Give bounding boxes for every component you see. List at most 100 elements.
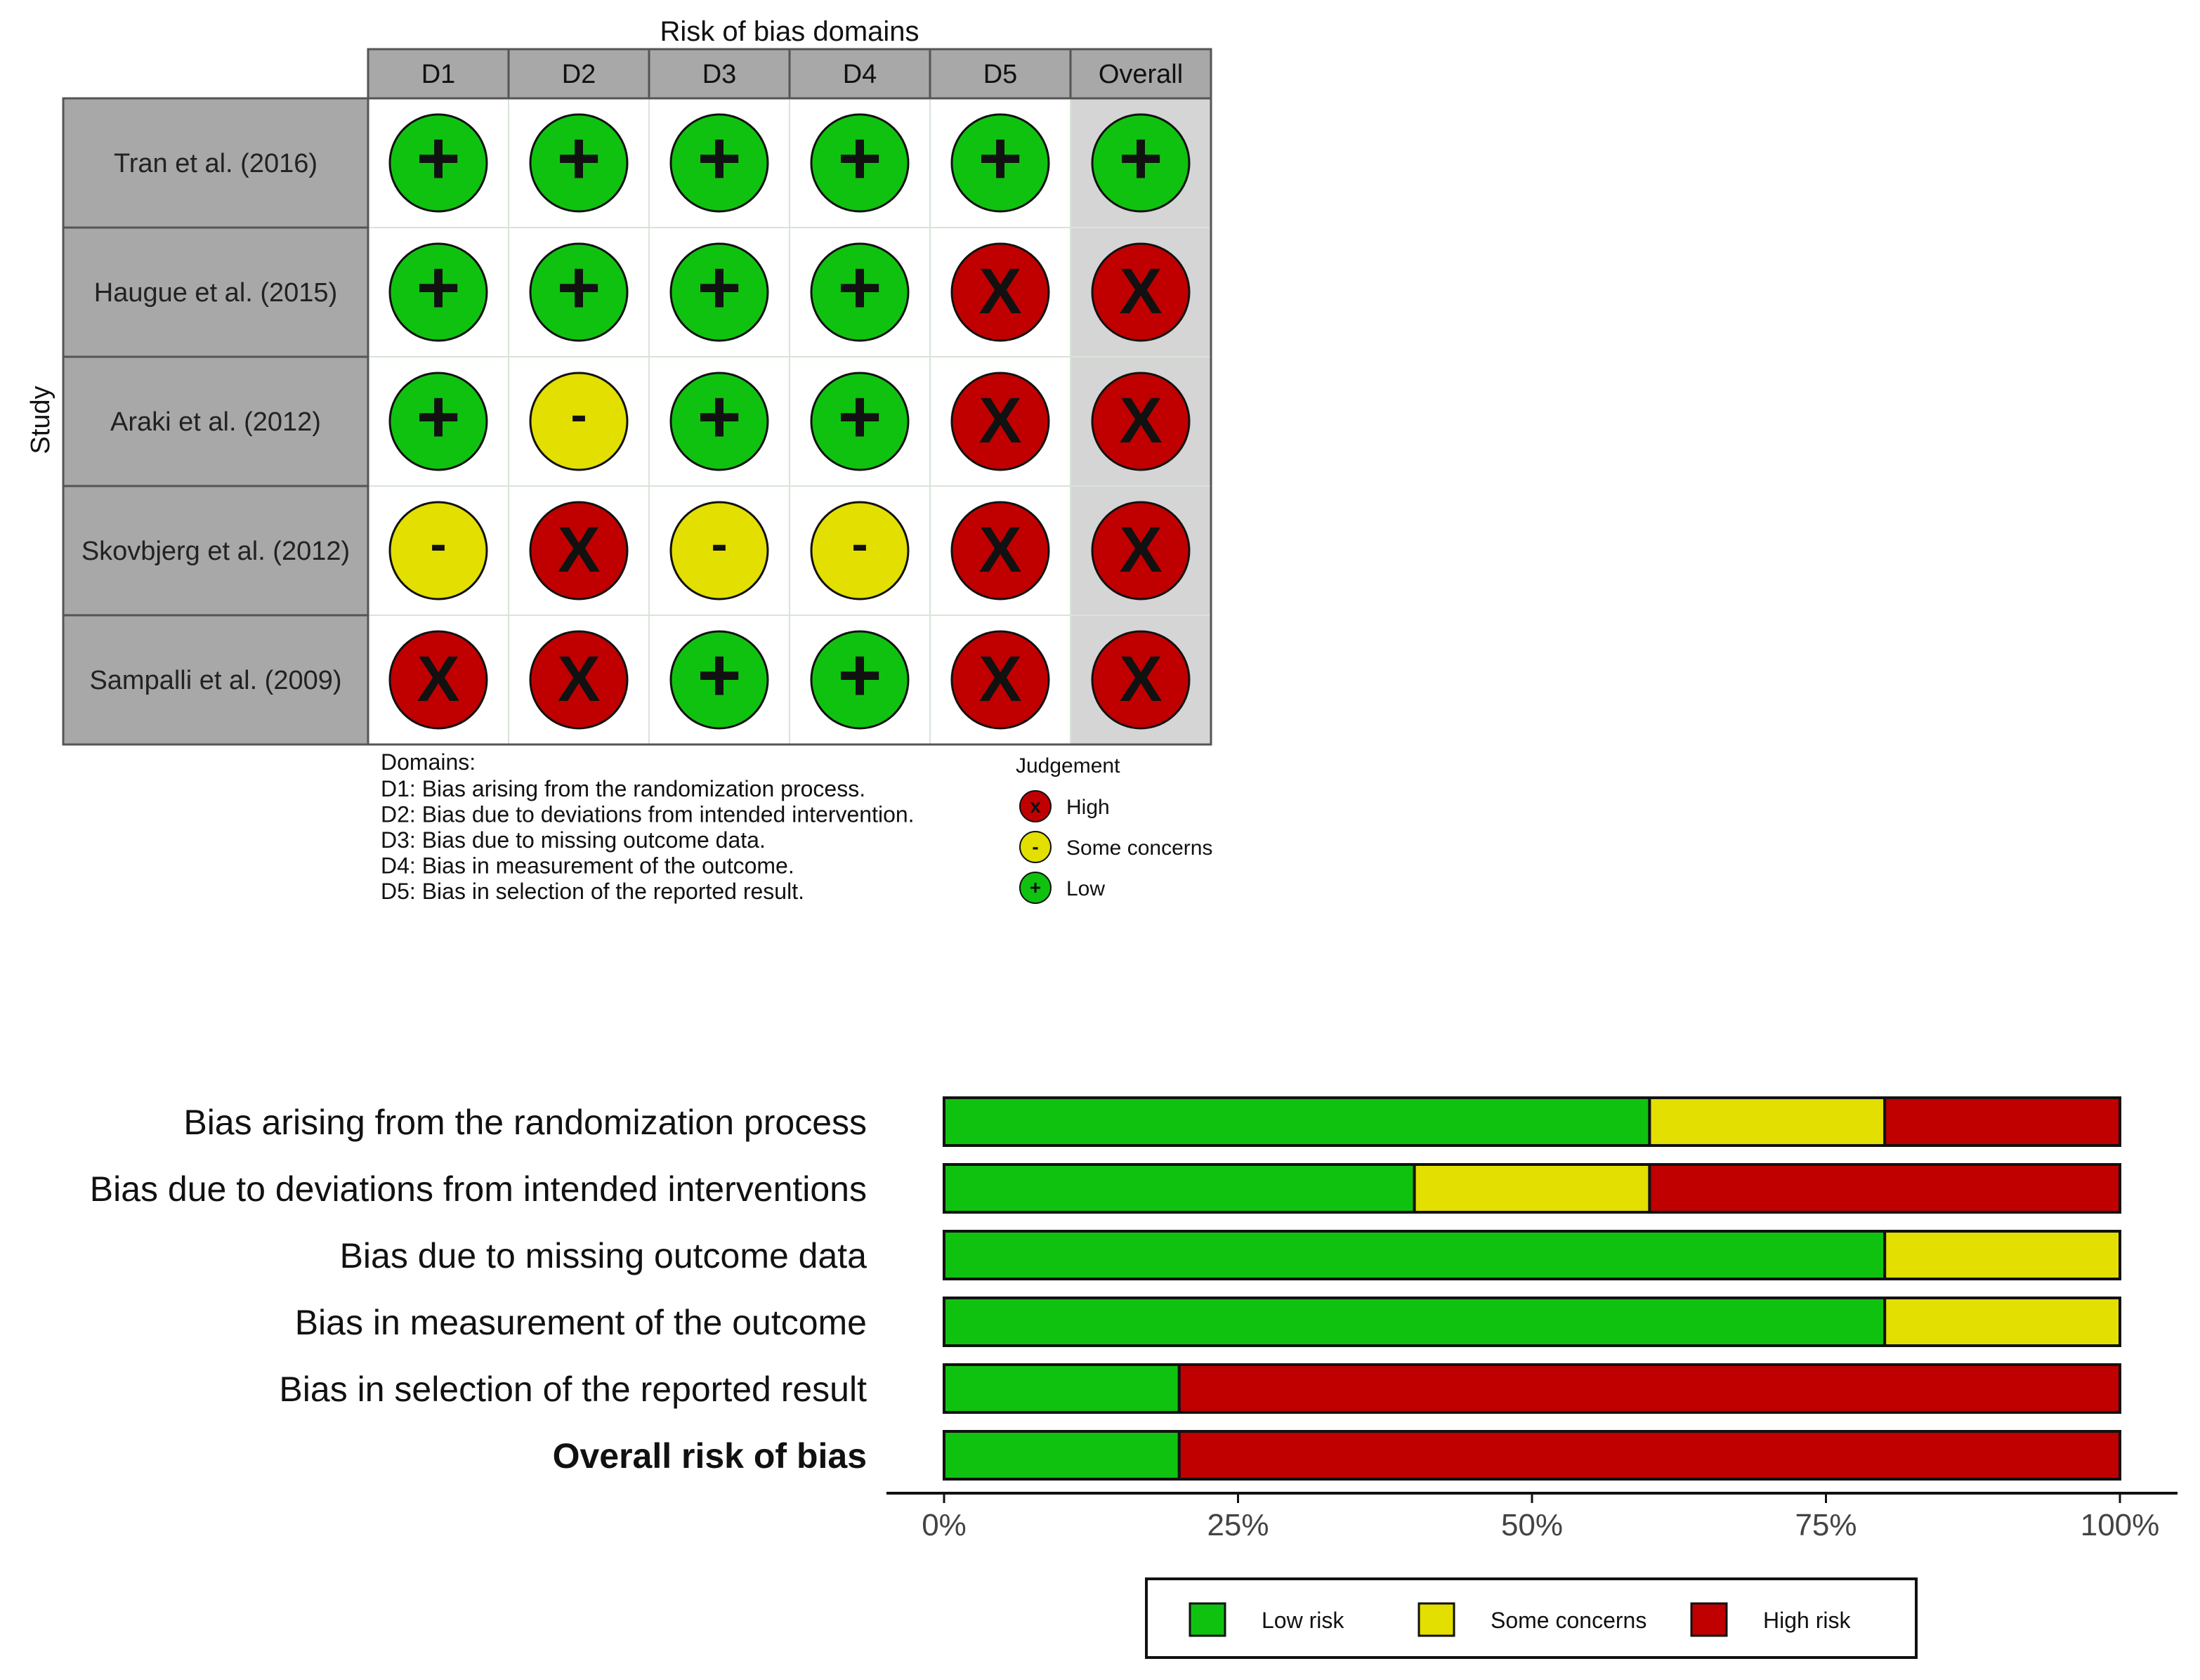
judgement-legend-title: Judgement <box>1016 754 1120 777</box>
legend-swatch-circle <box>1019 872 1052 904</box>
study-label-cell <box>62 355 369 487</box>
judgement-symbol: X <box>1119 514 1162 586</box>
bar-segment <box>1177 1363 2121 1414</box>
x-tick-label: 75% <box>1795 1508 1857 1542</box>
legend-swatch-symbol: - <box>1032 836 1038 858</box>
domain-header-cell <box>648 48 791 100</box>
judgement-circle <box>950 501 1050 601</box>
domain-header-cell <box>507 48 650 100</box>
judgement-symbol: X <box>557 514 600 586</box>
judgement-circle <box>810 501 910 601</box>
bar-legend-label: High risk <box>1763 1608 1851 1633</box>
domain-header-label: D1 <box>421 60 456 89</box>
judgement-circle <box>950 372 1050 471</box>
bar-legend-box <box>1145 1577 1918 1659</box>
bar-legend-label: Low risk <box>1262 1608 1344 1633</box>
judgement-circle <box>950 630 1050 730</box>
traffic-light-title: Risk of bias domains <box>660 16 919 47</box>
judgement-symbol: + <box>837 115 882 200</box>
bar-segment <box>1648 1163 2121 1214</box>
judgement-symbol: + <box>837 374 882 459</box>
bar-category-labels: Bias arising from the randomization proc… <box>90 1103 867 1476</box>
bar-category-label: Bias due to deviations from intended int… <box>90 1169 867 1209</box>
x-tick-label: 100% <box>2081 1508 2160 1542</box>
study-label-cell <box>62 226 369 358</box>
judgement-circle <box>529 372 629 471</box>
judgement-symbol: + <box>978 115 1022 200</box>
judgement-circle <box>529 113 629 213</box>
bar-segment <box>943 1297 1887 1347</box>
judgement-circle <box>529 501 629 601</box>
bar-category-label: Bias due to missing outcome data <box>340 1236 867 1275</box>
judgement-symbol: + <box>556 244 601 329</box>
judgement-circle <box>1091 372 1191 471</box>
domain-description: D2: Bias due to deviations from intended… <box>381 802 915 827</box>
judgement-symbol: - <box>570 387 587 442</box>
study-label: Tran et al. (2016) <box>114 149 317 178</box>
judgement-circle <box>388 630 488 730</box>
judgement-circle <box>669 630 769 730</box>
judgement-symbol: X <box>978 256 1021 327</box>
judgement-circle <box>529 242 629 342</box>
bar-segment <box>1413 1163 1651 1214</box>
judgement-symbol: + <box>416 115 460 200</box>
legend-swatch-symbol: + <box>1030 877 1041 898</box>
traffic-light-plot: Risk of bias domains Study D1 D2 D3 D4 D5 Ove… <box>26 16 1212 904</box>
judgement-circle <box>950 113 1050 213</box>
legend-item-label: Some concerns <box>1066 836 1212 860</box>
x-tick-label: 50% <box>1501 1508 1563 1542</box>
legend-item-label: Low <box>1066 877 1105 900</box>
judgement-circle <box>669 113 769 213</box>
domain-header-label: Overall <box>1099 60 1183 89</box>
judgement-circle <box>810 242 910 342</box>
domain-header-label: D2 <box>562 60 596 89</box>
judgement-circle <box>1091 242 1191 342</box>
judgement-symbol: + <box>1118 115 1163 200</box>
domain-header-cell <box>1069 48 1212 100</box>
bar-legend-swatch <box>1690 1602 1728 1637</box>
legend-swatch-circle <box>1019 790 1052 822</box>
judgement-symbol: X <box>557 643 600 715</box>
domain-header-row: D1 D2 D3 D4 D5 Overall <box>367 48 1212 100</box>
domains-heading: Domains: <box>381 749 476 775</box>
judgement-symbol: + <box>837 244 882 329</box>
legend-item-label: High <box>1066 796 1110 819</box>
domain-description: D4: Bias in measurement of the outcome. <box>381 853 794 879</box>
judgement-grid: Tran et al. (2016) + + + + + + Haugue et al. (2… <box>62 97 1212 746</box>
x-tick-label: 0% <box>922 1508 967 1542</box>
domain-header-label: D4 <box>843 60 877 89</box>
domain-description: D5: Bias in selection of the reported re… <box>381 879 804 904</box>
judgement-symbol: + <box>416 374 460 459</box>
legend-swatch-symbol: x <box>1030 795 1041 817</box>
judgement-circle <box>1091 113 1191 213</box>
judgement-circle <box>529 630 629 730</box>
judgement-symbol: + <box>697 632 741 717</box>
judgement-symbol: + <box>416 244 460 329</box>
bar-legend-swatch <box>1189 1602 1226 1637</box>
judgement-circle <box>669 501 769 601</box>
bar-category-label: Bias in selection of the reported result <box>279 1370 867 1409</box>
domain-description: D3: Bias due to missing outcome data. <box>381 827 766 853</box>
bar-segment <box>1883 1297 2121 1347</box>
bar-legend: Low risk Some concerns High risk <box>1145 1577 1918 1659</box>
judgement-symbol: + <box>697 374 741 459</box>
domain-header-cell <box>929 48 1072 100</box>
bar-category-label: Overall risk of bias <box>553 1436 867 1476</box>
judgement-symbol: X <box>417 643 459 715</box>
judgement-symbol: X <box>978 514 1021 586</box>
judgement-circle <box>388 372 488 471</box>
judgement-symbol: + <box>697 115 741 200</box>
judgement-legend: Judgement x High - Some concerns + Low <box>1016 754 1212 904</box>
domain-header-cell <box>788 48 931 100</box>
bar-segment <box>1883 1096 2121 1147</box>
domain-description: D1: Bias arising from the randomization … <box>381 776 865 801</box>
judgement-circle <box>810 630 910 730</box>
judgement-symbol: - <box>430 516 446 571</box>
study-label-cell <box>62 485 369 617</box>
bar-legend-label: Some concerns <box>1491 1608 1646 1633</box>
judgement-circle <box>950 242 1050 342</box>
domain-header-label: D3 <box>702 60 737 89</box>
bar-segment <box>1177 1430 2121 1481</box>
study-label: Haugue et al. (2015) <box>94 278 337 308</box>
